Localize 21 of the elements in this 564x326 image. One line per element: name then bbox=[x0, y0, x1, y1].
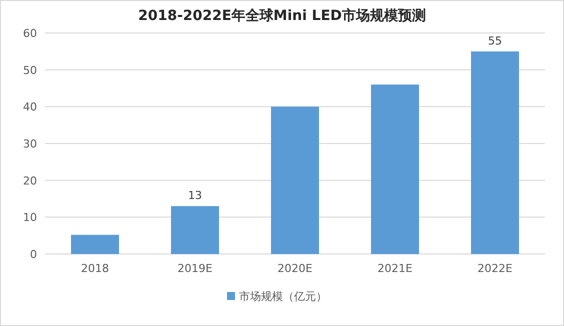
data-label: 13 bbox=[188, 189, 202, 202]
data-label: 55 bbox=[488, 34, 502, 48]
y-tick-label: 10 bbox=[23, 211, 37, 224]
x-tick-label: 2019E bbox=[178, 262, 213, 275]
y-tick-label: 60 bbox=[23, 27, 37, 40]
bar bbox=[71, 234, 119, 254]
legend-label: 市场规模（亿元） bbox=[239, 290, 327, 303]
x-tick-label: 2018 bbox=[81, 262, 109, 275]
x-tick-label: 2022E bbox=[478, 262, 513, 275]
bar bbox=[271, 106, 319, 254]
y-tick-label: 50 bbox=[23, 64, 37, 77]
y-tick-label: 30 bbox=[23, 138, 37, 150]
bar bbox=[371, 84, 419, 254]
y-tick-label: 20 bbox=[23, 174, 37, 188]
chart-title: 2018-2022E年全球Mini LED市场规模预测 bbox=[138, 7, 426, 24]
bar bbox=[471, 51, 519, 254]
y-tick-label: 0 bbox=[30, 248, 37, 261]
bar bbox=[171, 206, 219, 254]
y-tick-label: 40 bbox=[23, 100, 37, 114]
x-tick-label: 2020E bbox=[278, 262, 313, 275]
x-tick-label: 2021E bbox=[378, 262, 413, 275]
